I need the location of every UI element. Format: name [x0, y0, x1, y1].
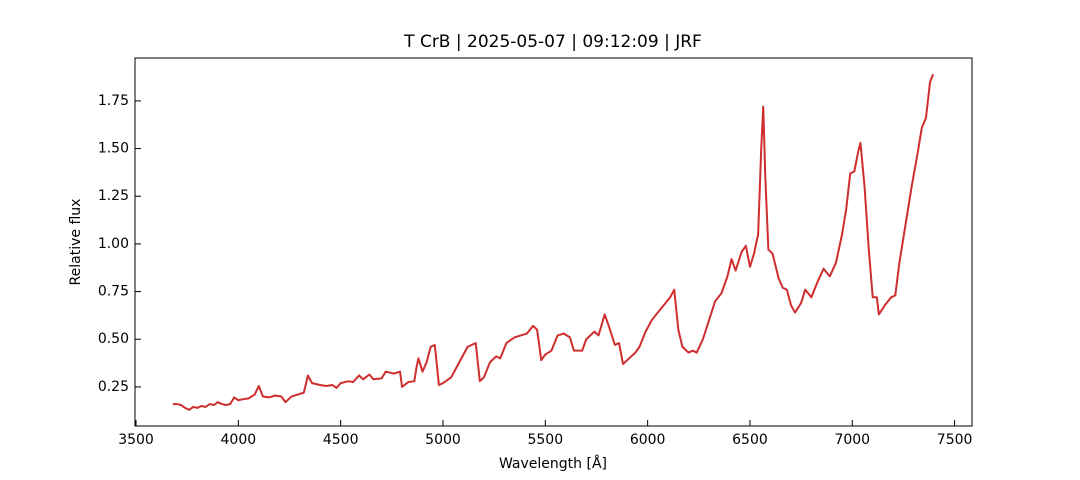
x-tick-label: 5000	[425, 432, 461, 448]
y-tick-label: 1.25	[98, 188, 129, 204]
x-tick-label: 6500	[732, 432, 768, 448]
spectrum-line	[172, 73, 935, 411]
y-tick-label: 0.50	[98, 331, 129, 347]
y-tick-label: 0.75	[98, 284, 129, 300]
x-tick-label: 3500	[118, 432, 154, 448]
x-tick-label: 6000	[630, 432, 666, 448]
x-tick-label: 7000	[834, 432, 870, 448]
y-tick-label: 1.00	[98, 236, 129, 252]
y-tick-label: 1.50	[98, 141, 129, 157]
y-axis-label: Relative flux	[68, 199, 84, 286]
plot-frame	[134, 57, 973, 427]
x-tick-label: 4000	[221, 432, 257, 448]
x-tick-label: 4500	[323, 432, 359, 448]
x-axis-label: Wavelength [Å]	[499, 455, 607, 472]
chart-title: T CrB | 2025-05-07 | 09:12:09 | JRF	[403, 32, 702, 52]
x-tick-label: 7500	[937, 432, 973, 448]
y-tick-label: 0.25	[98, 379, 129, 395]
y-tick-label: 1.75	[98, 93, 129, 109]
x-tick-label: 5500	[527, 432, 563, 448]
